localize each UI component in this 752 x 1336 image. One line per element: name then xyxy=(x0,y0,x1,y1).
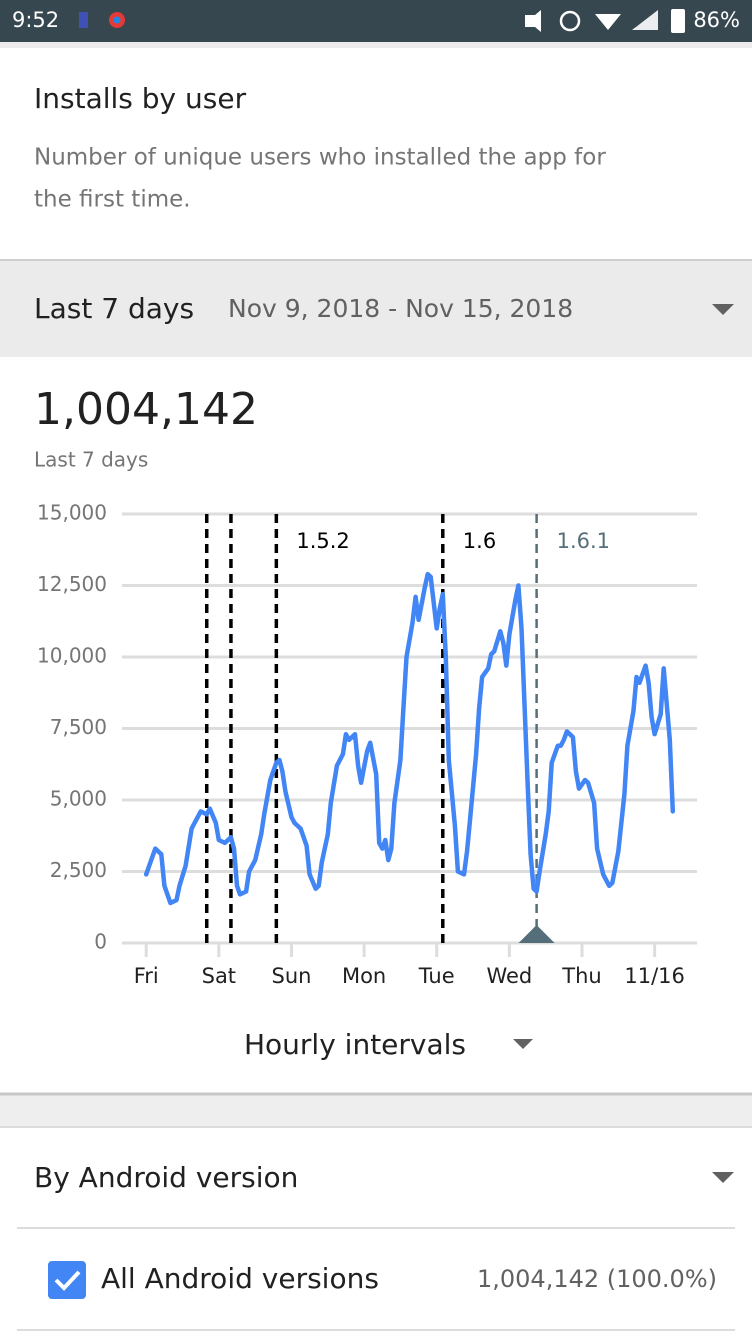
range-selector[interactable] xyxy=(0,260,752,357)
status-mute xyxy=(525,10,541,32)
status-signal xyxy=(632,10,658,30)
x-tick-label: Sat xyxy=(202,964,236,988)
status-icon xyxy=(113,16,121,24)
status-time: 9:52 xyxy=(12,8,59,32)
y-tick-label: 7,500 xyxy=(50,715,107,739)
breakdown-title: By Android version xyxy=(34,1161,298,1194)
x-tick-label: 11/16 xyxy=(624,964,685,988)
chart: 0 2,500 5,000 7,500 10,000 12,500 15,000 Fri Sat… xyxy=(37,501,697,988)
card-description: Number of unique users who installed the… xyxy=(34,145,606,171)
y-tick-label: 0 xyxy=(94,930,107,954)
card-description: the first time. xyxy=(34,187,191,213)
section-gap xyxy=(0,1093,752,1127)
dropdown-arrow[interactable] xyxy=(712,1172,734,1183)
status-battery xyxy=(671,9,685,33)
shadow xyxy=(0,42,752,48)
row-label: All Android versions xyxy=(101,1262,379,1295)
x-tick-label: Mon xyxy=(342,964,386,988)
dropdown-arrow[interactable] xyxy=(712,304,734,315)
x-tick-label: Wed xyxy=(486,964,532,988)
row-value: 1,004,142 (100.0%) xyxy=(477,1265,717,1293)
interval-label[interactable]: Hourly intervals xyxy=(244,1028,466,1061)
x-tick-label: Tue xyxy=(418,964,455,988)
total-caption: Last 7 days xyxy=(34,448,148,472)
status-wifi xyxy=(595,14,621,30)
status-battery-text: 86% xyxy=(693,8,740,32)
card-title: Installs by user xyxy=(34,82,247,115)
y-tick-label: 12,500 xyxy=(37,572,107,596)
release-label: 1.6 xyxy=(463,529,496,553)
series-line xyxy=(143,571,676,906)
y-tick-label: 5,000 xyxy=(50,787,107,811)
status-bar xyxy=(0,0,752,42)
status-icon xyxy=(79,12,88,28)
status-alarm xyxy=(559,10,581,32)
x-tick-label: Thu xyxy=(561,964,601,988)
release-pointer xyxy=(518,925,555,943)
x-tick-label: Fri xyxy=(134,964,159,988)
range-label: Last 7 days xyxy=(34,292,194,325)
range-dates: Nov 9, 2018 - Nov 15, 2018 xyxy=(228,294,573,323)
dropdown-arrow[interactable] xyxy=(513,1039,533,1049)
checkbox[interactable] xyxy=(48,1261,86,1299)
x-tick-label: Sun xyxy=(271,964,311,988)
release-label: 1.5.2 xyxy=(296,529,349,553)
y-tick-label: 15,000 xyxy=(37,501,107,525)
release-label: 1.6.1 xyxy=(557,529,610,553)
y-tick-label: 2,500 xyxy=(50,858,107,882)
checkmark xyxy=(54,1270,81,1291)
breakdown-rows: All Android versions 1,004,142 (100.0%) xyxy=(48,1261,717,1299)
total-value: 1,004,142 xyxy=(34,384,258,435)
y-tick-label: 10,000 xyxy=(37,644,107,668)
